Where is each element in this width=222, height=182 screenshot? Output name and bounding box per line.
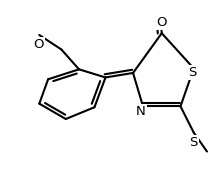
Text: O: O	[157, 16, 167, 29]
Text: N: N	[136, 105, 146, 118]
Text: O: O	[33, 38, 44, 52]
Text: S: S	[188, 66, 197, 79]
Text: S: S	[190, 136, 198, 149]
